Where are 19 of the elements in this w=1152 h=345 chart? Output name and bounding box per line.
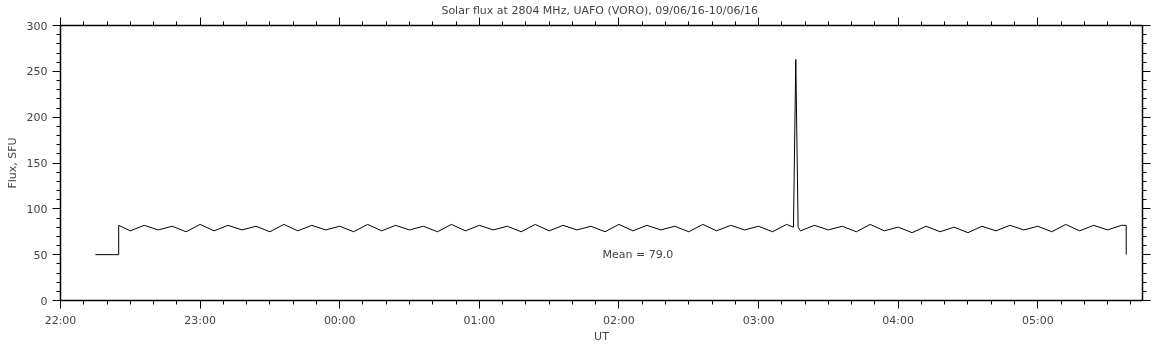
x-tick-label: 00:00 <box>323 313 356 327</box>
x-tick-label: 02:00 <box>603 313 635 327</box>
y-tick-label: 250 <box>26 65 48 79</box>
chart-title: Solar flux at 2804 MHz, UAFO (VORO), 09/06/16-10/06/16 <box>441 3 759 17</box>
y-tick-label: 0 <box>40 294 48 308</box>
x-tick-label: 22:00 <box>44 313 77 327</box>
y-tick-label: 50 <box>33 248 48 262</box>
y-tick-label: 200 <box>26 111 48 125</box>
x-tick-label: 01:00 <box>463 313 496 327</box>
annotation: Mean = 79.0 <box>602 247 674 261</box>
x-tick-label: 04:00 <box>882 313 915 327</box>
x-axis-title: UT <box>594 329 610 343</box>
y-tick-label: 150 <box>26 157 48 170</box>
y-axis-title: Flux, SFU <box>5 137 19 189</box>
x-tick-label: 03:00 <box>742 313 775 327</box>
x-tick-label: 23:00 <box>184 313 216 327</box>
x-tick-label: 05:00 <box>1021 313 1054 327</box>
y-tick-label: 100 <box>26 202 48 216</box>
y-tick-label: 300 <box>26 19 48 33</box>
